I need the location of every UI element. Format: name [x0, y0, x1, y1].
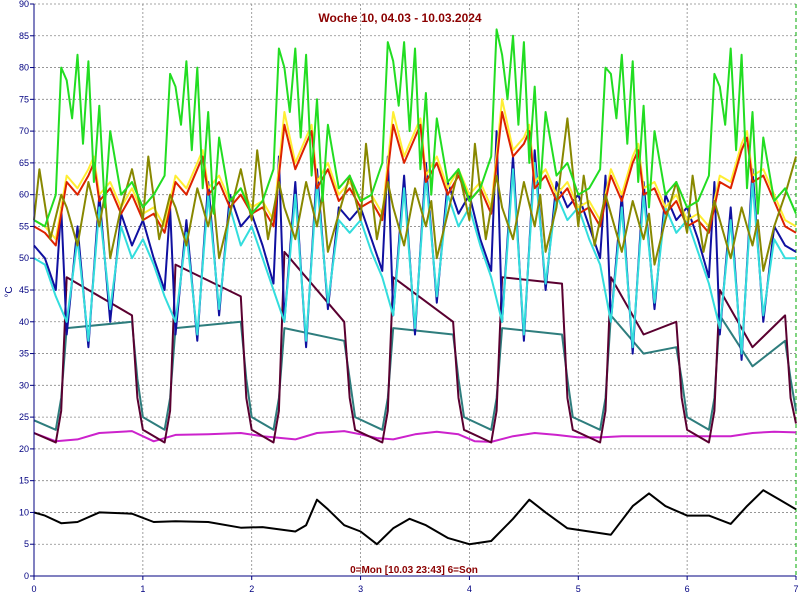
y-tick-label: 10	[19, 507, 29, 517]
y-tick-label: 85	[19, 31, 29, 41]
y-tick-label: 5	[24, 539, 29, 549]
series-line-6	[33, 161, 796, 355]
y-tick-label: 35	[19, 349, 29, 359]
y-tick-label: 50	[19, 253, 29, 263]
x-tick-label: 5	[576, 584, 581, 594]
x-tick-label: 6	[685, 584, 690, 594]
y-tick-label: 15	[19, 476, 29, 486]
y-tick-label: 65	[19, 158, 29, 168]
x-tick-label: 0	[31, 584, 36, 594]
axes	[30, 3, 797, 580]
y-tick-label: 90	[19, 0, 29, 9]
series-line-9	[33, 117, 797, 272]
y-tick-label: 25	[19, 412, 29, 422]
series-line-1	[33, 489, 797, 546]
y-tick-label: 0	[24, 571, 29, 581]
x-tick-label: 7	[793, 584, 798, 594]
chart-footer: 0=Mon [10.03 23:43] 6=Son	[350, 565, 478, 576]
y-tick-label: 20	[19, 444, 29, 454]
y-tick-label: 75	[19, 94, 29, 104]
y-tick-label: 45	[19, 285, 29, 295]
series-line-4	[33, 250, 797, 444]
y-tick-label: 55	[19, 221, 29, 231]
x-tick-label: 4	[467, 584, 472, 594]
y-axis-label: °C	[4, 286, 15, 297]
x-tick-label: 1	[140, 584, 145, 594]
series-group	[33, 28, 797, 546]
y-tick-label: 30	[19, 380, 29, 390]
y-tick-label: 80	[19, 63, 29, 73]
series-line-2	[33, 430, 797, 443]
chart-title: Woche 10, 04.03 - 10.03.2024	[318, 11, 482, 25]
series-line-10	[33, 28, 797, 228]
y-tick-label: 40	[19, 317, 29, 327]
y-tick-label: 70	[19, 126, 29, 136]
y-tick-label: 60	[19, 190, 29, 200]
x-tick-label: 3	[358, 584, 363, 594]
x-tick-label: 2	[249, 584, 254, 594]
